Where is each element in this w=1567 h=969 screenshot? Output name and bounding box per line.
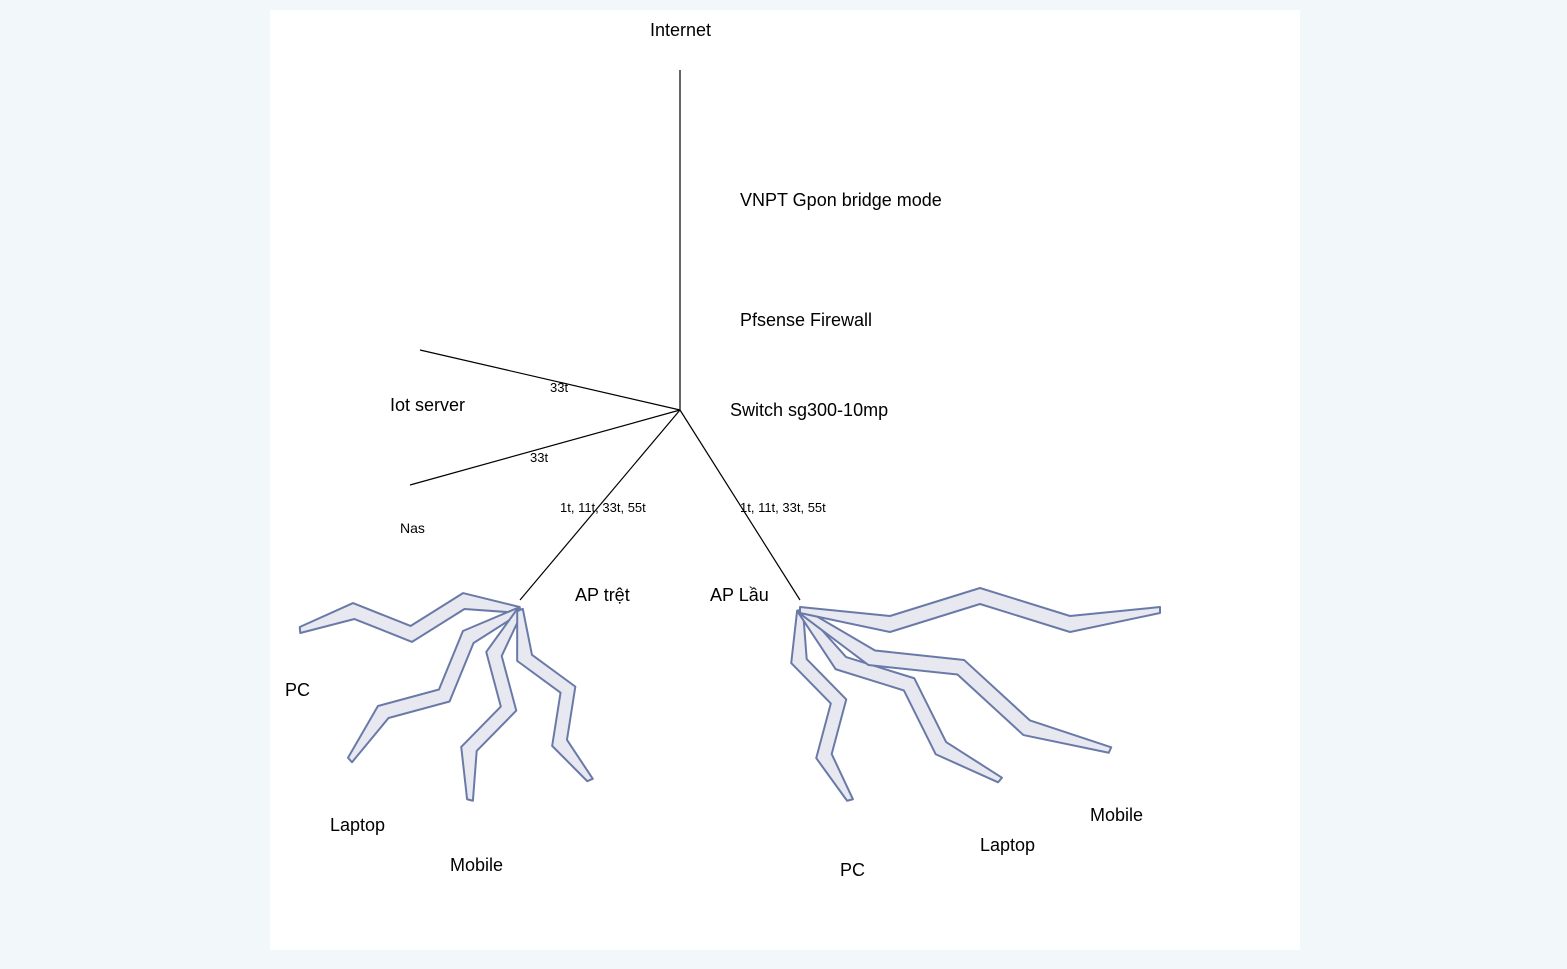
label-pc2: PC — [840, 860, 865, 881]
edge-label: 1t, 11t, 33t, 55t — [740, 500, 826, 515]
label-mobile2: Mobile — [1090, 805, 1143, 826]
label-firewall: Pfsense Firewall — [740, 310, 872, 331]
label-pc1: PC — [285, 680, 310, 701]
label-switch: Switch sg300-10mp — [730, 400, 888, 421]
edge-label: 1t, 11t, 33t, 55t — [560, 500, 646, 515]
label-laptop2: Laptop — [980, 835, 1035, 856]
label-gpon: VNPT Gpon bridge mode — [740, 190, 942, 211]
edge-label: 33t — [530, 450, 548, 465]
diagram-canvas: 33t 33t 1t, 11t, 33t, 55t 1t, 11t, 33t, 55t… — [270, 10, 1300, 950]
label-iot: Iot server — [390, 395, 465, 416]
label-ap2: AP Lầu — [710, 585, 769, 606]
connections-layer — [270, 10, 1300, 950]
edge-label: 33t — [550, 380, 568, 395]
label-ap1: AP trệt — [575, 585, 630, 606]
label-nas: Nas — [400, 520, 425, 536]
label-internet: Internet — [650, 20, 711, 41]
label-laptop1: Laptop — [330, 815, 385, 836]
label-mobile1: Mobile — [450, 855, 503, 876]
